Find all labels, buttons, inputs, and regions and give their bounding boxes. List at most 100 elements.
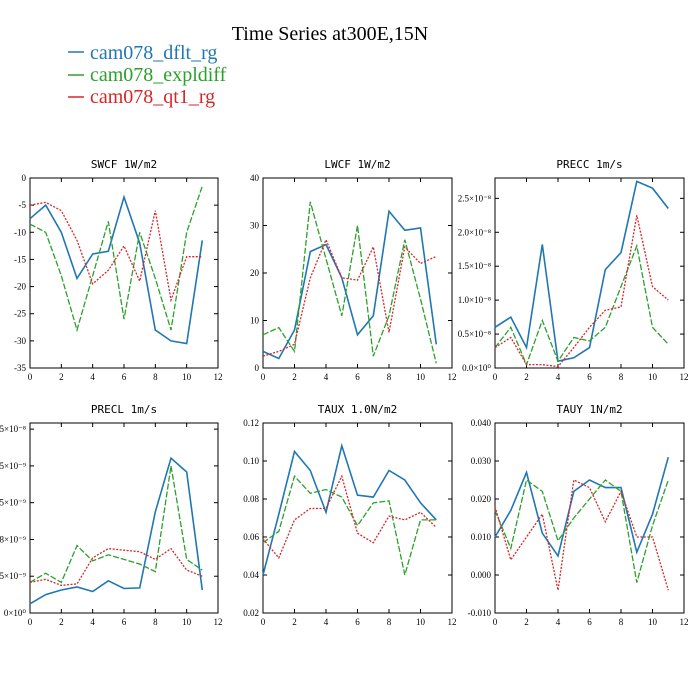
series-line-cam078_dflt_rg [494, 456, 670, 558]
series-line-cam078_qt1_rg [29, 201, 203, 303]
x-tick-label: 10 [648, 617, 658, 627]
panel-title: PRECL 1m/s [91, 403, 157, 416]
y-tick-label: 10 [250, 316, 260, 326]
series-line-cam078_dflt_rg [29, 194, 204, 345]
legend-label-expldiff: cam078_expldiff [90, 64, 227, 86]
x-tick-label: 8 [619, 617, 624, 627]
y-tick-label: 1.5×10⁻⁸ [458, 261, 491, 271]
y-tick-label: 20 [250, 268, 260, 278]
y-tick-label: 8×10⁻⁹ [0, 534, 26, 544]
chart-panel-4: TAUX 1.0N/m2 0 2 4 6 8 10 12 0.02 0.04 0.06 0.08 0.1… [243, 403, 456, 627]
series-line-cam078_qt1_rg [29, 547, 203, 587]
series-line-cam078_dflt_rg [494, 180, 669, 363]
y-tick-label: 2.5×10⁻⁸ [458, 193, 491, 203]
x-tick-label: 12 [214, 372, 223, 382]
chart-panel-1: LWCF 1W/m2 0 2 4 6 8 10 12 0 10 20 30 40 [250, 158, 457, 382]
axis-frame [29, 177, 219, 369]
panel-title: TAUY 1N/m2 [556, 403, 622, 416]
y-tick-label: -30 [14, 336, 26, 346]
y-tick-label: -25 [14, 309, 26, 319]
series-line-cam078_qt1_rg [262, 238, 437, 357]
series-line-cam078_dflt_rg [262, 209, 438, 360]
x-tick-label: 12 [448, 617, 457, 627]
x-tick-label: 2 [59, 617, 64, 627]
x-tick-label: 2 [292, 372, 297, 382]
y-tick-label: 2.0×10⁻⁸ [458, 227, 491, 237]
y-tick-label: 5×10⁻⁹ [0, 571, 26, 581]
x-tick-label: 6 [587, 617, 592, 627]
series-line-cam078_expldiff [494, 243, 669, 367]
x-tick-label: 2 [59, 372, 64, 382]
series-line-cam078_expldiff [29, 185, 203, 333]
x-tick-label: 6 [355, 372, 360, 382]
y-tick-label: 1.0×10⁻⁸ [458, 295, 491, 305]
series-line-cam078_expldiff [29, 465, 203, 584]
legend-label-dflt: cam078_dflt_rg [90, 42, 217, 64]
y-tick-label: 0.020 [471, 494, 492, 504]
x-tick-label: 2 [524, 617, 529, 627]
chart-panel-3: PRECL 1m/s 0 2 4 6 8 10 12 0×10⁰ 5×10⁻⁹ 8×10⁻⁹ 5×10… [0, 403, 223, 627]
y-tick-label: 0 [22, 173, 27, 183]
x-tick-label: 6 [122, 372, 127, 382]
legend: cam078_dflt_rg cam078_expldiff cam078_qt… [68, 42, 227, 108]
y-tick-label: -35 [14, 363, 26, 373]
x-tick-label: 0 [28, 617, 33, 627]
series-line-cam078_dflt_rg [29, 456, 204, 605]
x-tick-label: 4 [556, 617, 561, 627]
y-tick-label: -15 [14, 254, 26, 264]
y-tick-label: 0.02 [243, 608, 259, 618]
x-tick-label: 12 [214, 617, 223, 627]
x-tick-label: 0 [493, 372, 498, 382]
y-tick-label: 0×10⁰ [4, 608, 27, 618]
chart-panel-2: PRECC 1m/s 0 2 4 6 8 10 12 0.5×10⁻⁸ 1.0×10⁻⁸ 1.5×1… [458, 158, 689, 382]
panel-title: SWCF 1W/m2 [91, 158, 157, 171]
x-tick-label: 10 [182, 617, 192, 627]
y-tick-label: 0.010 [471, 532, 492, 542]
y-tick-label: 0.04 [243, 570, 259, 580]
x-tick-label: 12 [680, 372, 689, 382]
y-tick-label: 0.040 [471, 418, 492, 428]
y-tick-label: 30 [250, 221, 260, 231]
x-tick-label: 0 [28, 372, 33, 382]
x-tick-label: 8 [153, 372, 158, 382]
x-tick-label: 4 [556, 372, 561, 382]
y-tick-label: -20 [14, 282, 26, 292]
panel-title: TAUX 1.0N/m2 [318, 403, 397, 416]
y-tick-label: 5×10⁻⁸ [0, 424, 26, 434]
x-tick-label: 4 [324, 372, 329, 382]
x-tick-label: 10 [648, 372, 658, 382]
x-tick-label: 2 [524, 372, 529, 382]
x-tick-label: 8 [387, 372, 392, 382]
x-tick-label: 0 [261, 617, 266, 627]
y-tick-label: -5 [19, 200, 27, 210]
figure-title: Time Series at300E,15N [232, 23, 428, 45]
series-line-cam078_qt1_rg [494, 479, 669, 591]
legend-label-qt1: cam078_qt1_rg [90, 86, 215, 108]
y-tick-label: 0.030 [471, 456, 492, 466]
y-tick-label: -10 [14, 227, 26, 237]
y-tick-label-zero: 0.0×10⁰ [462, 363, 491, 373]
x-tick-label: 8 [153, 617, 158, 627]
x-tick-label: 8 [619, 372, 624, 382]
x-tick-label: 6 [355, 617, 360, 627]
x-tick-label: 8 [387, 617, 392, 627]
x-tick-label: 6 [122, 617, 127, 627]
panel-title: PRECC 1m/s [556, 158, 622, 171]
y-tick-label: 5×10⁻⁹ [0, 498, 26, 508]
y-tick-label: 0.06 [243, 532, 259, 542]
y-tick-label: 0 [255, 363, 260, 373]
y-tick-label: 0.5×10⁻⁸ [458, 329, 491, 339]
y-tick-label: 0.08 [243, 494, 259, 504]
x-tick-label: 0 [493, 617, 498, 627]
y-tick-label: 5×10⁻⁹ [0, 461, 26, 471]
x-tick-label: 6 [587, 372, 592, 382]
x-tick-label: 12 [680, 617, 689, 627]
axis-frame [262, 177, 453, 369]
axis-frame [494, 177, 685, 369]
axis-frame [262, 422, 453, 614]
x-tick-label: 4 [90, 617, 95, 627]
x-tick-label: 10 [182, 372, 192, 382]
x-tick-label: 0 [261, 372, 266, 382]
x-tick-label: 4 [90, 372, 95, 382]
x-tick-label: 2 [292, 617, 297, 627]
